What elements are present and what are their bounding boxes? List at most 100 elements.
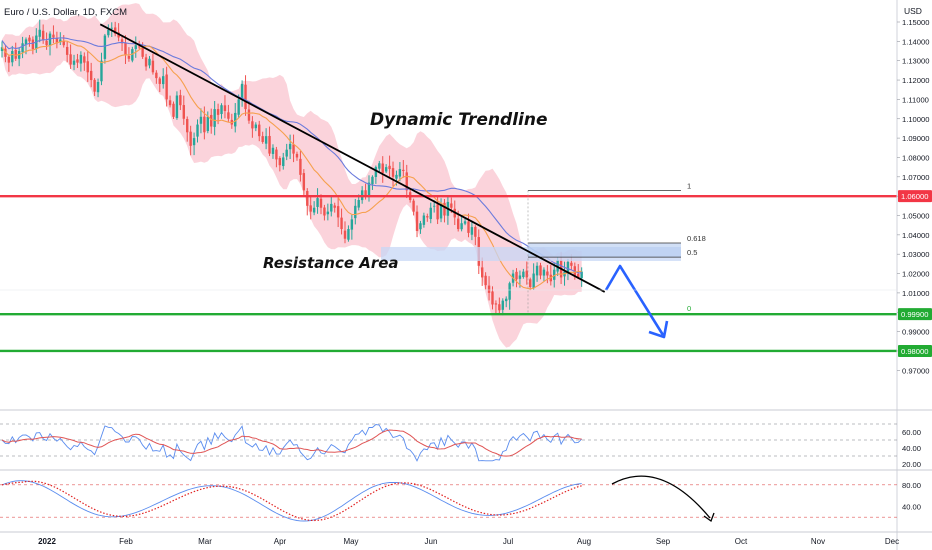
candle [384,164,388,174]
price-tick-label[interactable]: 1.15000 [902,18,929,27]
time-tick-label[interactable]: Sep [656,537,671,546]
time-tick-label[interactable]: May [343,537,358,546]
stoch-forecast-curve[interactable] [611,475,711,519]
trendline-line[interactable] [99,23,606,293]
bollinger-band-area [2,3,582,348]
forecast-arrow-path[interactable] [604,264,665,336]
candle [254,122,258,132]
candle-body [210,114,213,127]
horizontal-levels[interactable] [0,194,897,353]
candle [203,106,206,140]
forecast-arrowhead[interactable] [648,320,669,339]
price-tick-label[interactable]: 1.12000 [902,76,929,85]
price-tick-label[interactable]: 1.04000 [902,231,929,240]
candle-body [323,207,326,216]
candle-body [354,205,357,219]
candle [96,78,100,98]
moving-average-orange [1,40,582,290]
price-tick-label[interactable]: 1.14000 [902,37,929,46]
price-tick-label[interactable]: 1.11000 [902,95,929,104]
price-tick-label[interactable]: 0.97000 [902,366,929,375]
candle [162,68,165,89]
candle-body [186,119,189,133]
candle [244,75,247,116]
candle-body [52,34,55,38]
time-tick-label[interactable]: Feb [119,537,133,546]
rsi-tick-label[interactable]: 60.00 [902,428,921,437]
stoch-tick-label[interactable]: 40.00 [902,502,921,511]
candle [323,204,326,221]
rsi-tick-label[interactable]: 20.00 [902,460,921,469]
time-tick-label[interactable]: Apr [274,537,287,546]
candle-body [203,116,206,133]
candle-body [76,59,79,63]
price-tick-label[interactable]: 1.09000 [902,134,929,143]
candle [330,197,333,217]
candle-body [501,300,504,310]
candle-body [573,266,577,276]
candle-body [326,211,330,215]
candle-body [216,109,220,115]
price-badge-label[interactable]: 0.98000 [901,347,928,356]
candle [172,101,175,119]
dynamic-trendline[interactable] [99,23,606,293]
forecast-drawings[interactable] [604,264,669,339]
candle-body [110,27,113,29]
time-tick-label[interactable]: Jul [503,537,513,546]
candle [302,169,306,195]
price-tick-label[interactable]: 1.02000 [902,270,929,279]
candle-body [285,149,288,157]
candle-body [580,271,583,279]
stoch-forecast-arrowhead[interactable] [703,512,715,523]
price-badge-label[interactable]: 1.06000 [901,192,928,201]
candle-body [340,217,343,230]
candle-body [189,131,192,146]
price-tick-label[interactable]: 1.08000 [902,153,929,162]
time-tick-label[interactable]: Oct [735,537,748,546]
price-tick-label[interactable]: 1.01000 [902,289,929,298]
candle-body [357,200,360,208]
time-tick-label[interactable]: Nov [811,537,825,546]
time-tick-label[interactable]: 2022 [38,537,56,546]
stoch-tick-label[interactable]: 80.00 [902,481,921,490]
price-badge-label[interactable]: 0.99900 [901,310,928,319]
price-tick-label[interactable]: 1.03000 [902,250,929,259]
candle [535,262,539,282]
price-tick-label[interactable]: 1.05000 [902,212,929,221]
candle-body [539,265,542,276]
price-axis[interactable]: 1.15000 1.14000 1.13000 1.12000 1.11000 1.100… [897,18,932,375]
candle-body [158,78,161,84]
price-badge [898,190,932,203]
candle-body [312,207,316,213]
candle [31,36,35,55]
candle-body [127,55,131,59]
time-tick-label[interactable]: Aug [577,537,591,546]
candle-body [566,261,570,273]
trendline-annotation: Dynamic Trendline [370,110,548,130]
time-tick-label[interactable]: Mar [198,537,212,546]
rsi-tick-label[interactable]: 40.00 [902,444,921,453]
candle-body [529,279,532,288]
time-tick-label[interactable]: Jun [425,537,438,546]
candle-body [14,49,17,59]
candle-body [144,57,148,67]
candle-body [254,124,258,129]
candle [460,215,463,232]
price-tick-label[interactable]: 1.07000 [902,173,929,182]
candle-body [31,39,35,50]
candle-body [419,223,422,230]
time-axis[interactable]: 2022 Feb Mar Apr May Jun Jul Aug Sep Oct Nov Dec [38,537,899,546]
candle-body [367,182,371,196]
price-tick-label[interactable]: 1.10000 [902,115,929,124]
candle [439,198,443,223]
candle-body [247,109,251,121]
candle [21,36,24,59]
price-tick-label[interactable]: 0.99000 [902,328,929,337]
candle [103,33,107,64]
candle-body [432,205,436,207]
candle [381,156,384,183]
candle-body [103,35,107,59]
price-tick-label[interactable]: 1.13000 [902,57,929,66]
time-tick-label[interactable]: Dec [885,537,899,546]
